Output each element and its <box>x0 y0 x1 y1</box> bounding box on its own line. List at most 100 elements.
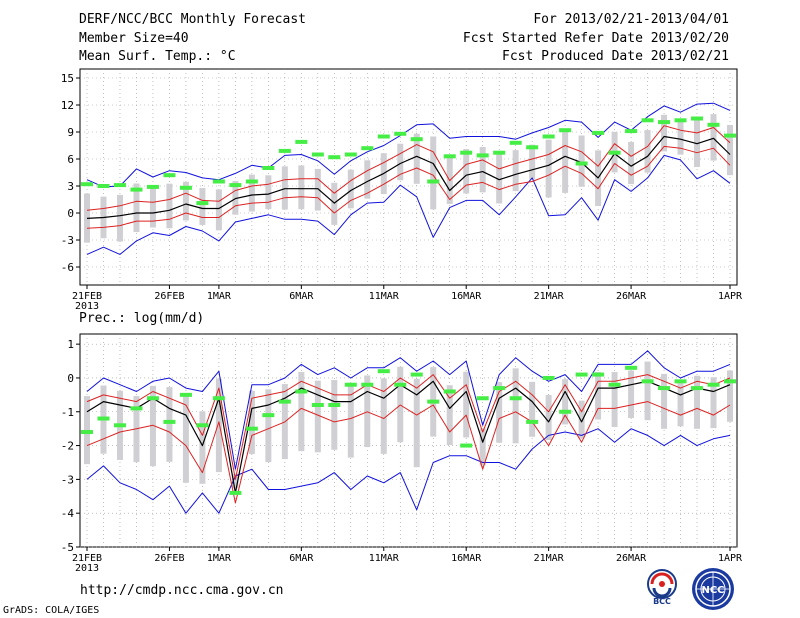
temp-obs-marker <box>575 161 588 166</box>
temp-spread-box <box>677 120 684 155</box>
prec-spread-box <box>595 372 602 420</box>
temp-spread-box <box>562 131 569 193</box>
prec-obs-marker <box>394 382 407 387</box>
temp-xtick-label: 26FEB <box>154 291 184 302</box>
prec-obs-marker <box>608 382 621 387</box>
prec-spread-box <box>331 379 338 450</box>
prec-spread-box <box>364 375 371 448</box>
prec-obs-marker <box>476 396 489 401</box>
temp-spread-box <box>479 147 486 193</box>
prec-spread-box <box>644 361 651 421</box>
prec-spread-box <box>611 372 618 427</box>
prec-obs-marker <box>625 365 638 370</box>
chart-title: DERF/NCC/BCC Monthly Forecast <box>79 12 306 27</box>
temp-year-label: 2013 <box>75 301 99 312</box>
fcst-started-date: Fcst Started Refer Date 2013/02/20 <box>462 31 729 46</box>
temp-obs-marker <box>81 182 93 187</box>
prec-obs-marker <box>460 443 473 448</box>
ncc-logo-text: NCC <box>701 585 724 596</box>
prec-obs-marker <box>113 423 126 428</box>
prec-spread-box <box>265 389 272 463</box>
source-url[interactable]: http://cmdp.ncc.cma.gov.cn <box>80 583 284 598</box>
prec-spread-box <box>496 382 503 443</box>
prec-obs-marker <box>542 375 555 380</box>
prec-ytick-label: -1 <box>61 406 74 419</box>
prec-obs-marker <box>575 372 588 377</box>
temp-ytick-label: 6 <box>67 153 74 166</box>
temp-spread-box <box>644 130 651 173</box>
temp-spread-box <box>529 144 536 180</box>
prec-obs-marker <box>493 386 506 391</box>
prec-obs-marker <box>179 392 192 397</box>
temp-spread-box <box>215 189 222 231</box>
temp-ytick-label: 12 <box>61 99 74 112</box>
prec-obs-marker <box>311 403 324 407</box>
temp-xtick-label: 21FEB <box>72 291 102 302</box>
temp-spread-box <box>578 135 585 187</box>
temp-spread-box <box>199 188 206 225</box>
temp-obs-marker <box>146 184 159 189</box>
temp-obs-marker <box>724 133 736 138</box>
temp-obs-marker <box>179 185 192 190</box>
temp-ytick-label: -3 <box>61 234 74 247</box>
prec-spread-box <box>677 382 684 427</box>
prec-spread-box <box>166 387 173 462</box>
prec-ytick-label: -2 <box>61 440 74 453</box>
temp-spread-box <box>397 143 404 181</box>
temp-xtick-label: 21MAR <box>534 291 565 302</box>
prec-spread-box <box>182 395 189 483</box>
temp-spread-box <box>413 133 420 184</box>
prec-lower-spread-line <box>86 401 731 504</box>
prec-obs-marker <box>691 386 704 391</box>
temp-ytick-label: 9 <box>67 126 74 139</box>
prec-obs-marker <box>427 399 440 404</box>
temp-xtick-label: 6MAR <box>289 291 314 302</box>
temp-obs-marker <box>113 183 126 188</box>
temp-xtick-label: 1APR <box>718 291 743 302</box>
temp-obs-marker <box>559 128 572 133</box>
temp-obs-marker <box>493 150 506 155</box>
prec-obs-marker <box>196 423 209 428</box>
prec-xtick-label: 1MAR <box>207 553 232 564</box>
temp-spread-box <box>265 175 272 210</box>
prec-obs-marker <box>245 426 258 431</box>
prec-frame <box>79 333 738 548</box>
prec-spread-box <box>199 411 206 484</box>
prec-panel: -5 -4 -3 -2 -1 0 1 21FEB 26FEB 1MAR 6MAR 11MAR 16MAR… <box>61 333 743 574</box>
temp-obs-marker <box>97 184 110 188</box>
temp-obs-marker <box>526 145 539 150</box>
temp-spread-box <box>512 150 519 192</box>
temp-spread-box <box>347 169 354 209</box>
prec-xtick-label: 11MAR <box>369 553 400 564</box>
temp-spread-box <box>727 124 733 176</box>
temp-ytick-label: 3 <box>67 180 74 193</box>
temp-obs-marker <box>196 201 209 206</box>
temp-obs-marker <box>476 153 489 158</box>
temp-spread-box <box>149 188 156 228</box>
prec-obs-marker <box>295 389 308 394</box>
prec-ytick-label: 0 <box>67 372 74 385</box>
temp-xtick-label: 11MAR <box>369 291 400 302</box>
prec-spread-box <box>347 385 354 458</box>
temp-spread-box <box>232 181 239 215</box>
temp-xtick-label: 1MAR <box>207 291 232 302</box>
temp-obs-marker <box>278 148 291 153</box>
temp-obs-marker <box>658 120 671 125</box>
temp-obs-marker <box>130 187 143 192</box>
prec-obs-marker <box>443 389 456 394</box>
prec-ytick-label: 1 <box>67 338 74 351</box>
temp-obs-marker <box>641 118 654 123</box>
temp-obs-marker <box>542 134 555 139</box>
temp-max-line <box>86 102 731 188</box>
prec-xtick-label: 6MAR <box>289 553 314 564</box>
temp-spread-box <box>298 165 305 210</box>
temp-obs-marker <box>707 122 720 127</box>
prec-spread-box <box>380 378 387 454</box>
temp-mean-line <box>86 135 731 219</box>
temp-obs-marker <box>163 173 176 178</box>
prec-year-label: 2013 <box>75 563 99 574</box>
temp-xtick-label: 26MAR <box>616 291 647 302</box>
prec-obs-marker <box>658 386 671 391</box>
prec-spread-box <box>149 385 156 467</box>
